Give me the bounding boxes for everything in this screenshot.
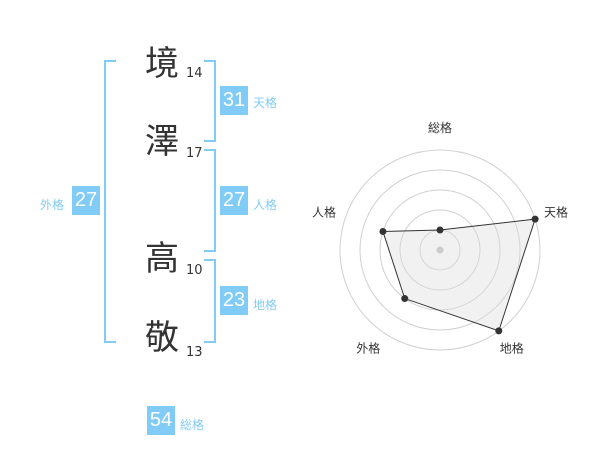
radar-axis-label: 天格 xyxy=(544,204,568,219)
radar-center xyxy=(436,246,444,254)
strokes-2: 17 xyxy=(186,146,203,161)
soukaku-value: 54 xyxy=(147,406,175,435)
radar-axis-label: 地格 xyxy=(500,341,524,356)
kanji-2: 澤 xyxy=(145,122,179,162)
gaikaku-bracket xyxy=(104,60,116,343)
strokes-3: 10 xyxy=(186,263,203,278)
soukaku-label: 総格 xyxy=(180,418,205,432)
jinkaku-value: 27 xyxy=(220,186,248,215)
kanji-3: 高 xyxy=(145,239,179,279)
radar-ring xyxy=(339,149,541,351)
chikaku-bracket xyxy=(204,259,216,343)
radar-point xyxy=(495,327,503,335)
chikaku-value: 23 xyxy=(220,286,248,315)
radar-axis-label: 人格 xyxy=(312,204,336,219)
radar-point xyxy=(436,226,444,234)
radar-point xyxy=(531,215,539,223)
radar-area xyxy=(382,218,536,332)
strokes-4: 13 xyxy=(186,345,203,360)
radar-ring xyxy=(359,169,521,331)
kanji-4: 敬 xyxy=(145,318,179,358)
radar-axis-label: 総格 xyxy=(428,120,452,135)
radar-point xyxy=(379,227,387,235)
chikaku-label: 地格 xyxy=(253,298,278,312)
jinkaku-label: 人格 xyxy=(253,198,278,212)
radar-axis-label: 外格 xyxy=(356,341,380,356)
gaikaku-value: 27 xyxy=(72,186,100,215)
tenkaku-value: 31 xyxy=(220,86,248,115)
radar-ring xyxy=(379,189,501,311)
gaikaku-label: 外格 xyxy=(40,198,65,212)
jinkaku-bracket xyxy=(204,149,216,252)
tenkaku-bracket xyxy=(204,60,216,142)
tenkaku-label: 天格 xyxy=(253,96,278,110)
radar-ring xyxy=(399,209,481,291)
kanji-1: 境 xyxy=(145,44,179,84)
strokes-1: 14 xyxy=(186,66,203,81)
radar-point xyxy=(401,295,409,303)
